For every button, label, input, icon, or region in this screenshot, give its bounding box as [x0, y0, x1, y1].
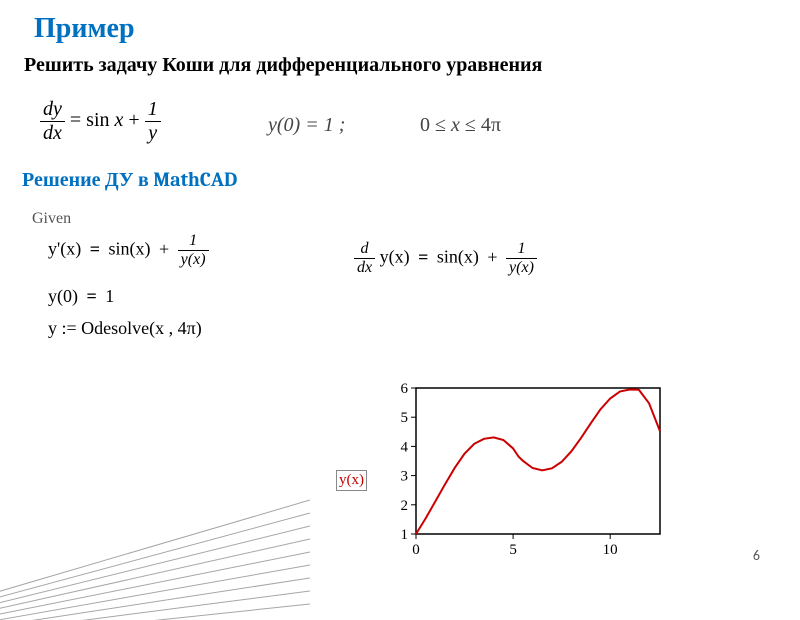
page-number: 6: [753, 547, 760, 564]
mathcad-ode-line1b: d dx y(x) = sin(x) + 1 y(x): [354, 240, 537, 277]
chart-y-label: y(x): [336, 470, 367, 491]
decorative-lines: [0, 440, 310, 620]
svg-text:10: 10: [603, 542, 618, 558]
sin-x: sin x: [86, 109, 123, 131]
mathcad-initial: y(0) = 1: [48, 286, 114, 307]
svg-text:0: 0: [412, 542, 420, 558]
frac-den: y: [145, 122, 161, 145]
initial-condition: y(0) = 1 ;: [268, 114, 345, 137]
svg-text:3: 3: [401, 469, 409, 485]
svg-text:1: 1: [401, 527, 409, 543]
solution-heading: Решение ДУ в MathCAD: [22, 168, 237, 192]
svg-text:6: 6: [401, 381, 409, 397]
dx: dx: [40, 122, 65, 145]
solution-chart: 1 2 3 4 5 6 0 5 10: [380, 380, 670, 560]
problem-statement: Решить задачу Коши для дифференциального…: [24, 54, 542, 77]
dy: dy: [40, 98, 65, 122]
given-keyword: Given: [32, 210, 71, 228]
svg-text:2: 2: [401, 498, 409, 514]
mathcad-odesolve: y := Odesolve(x , 4π): [48, 318, 202, 339]
svg-text:4: 4: [401, 439, 409, 455]
x-domain: 0 ≤ x ≤ 4π: [420, 114, 501, 137]
page-title: Пример: [34, 12, 135, 45]
svg-text:5: 5: [401, 410, 409, 426]
mathcad-ode-line1: y'(x) = sin(x) + 1 y(x): [48, 232, 209, 269]
main-equation: dy dx = sin x + 1 y: [40, 98, 161, 145]
frac-num: 1: [145, 98, 161, 122]
svg-text:5: 5: [509, 542, 517, 558]
